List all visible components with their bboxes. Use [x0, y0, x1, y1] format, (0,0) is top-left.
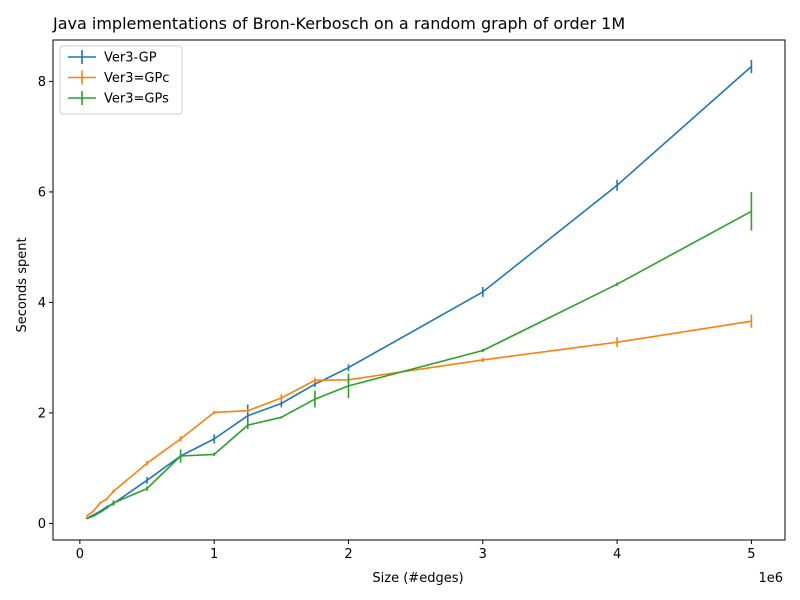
x-axis-label: Size (#edges)	[372, 571, 463, 586]
x-tick-label: 0	[76, 547, 84, 562]
legend-label: Ver3=GPs	[104, 92, 169, 107]
x-tick-label: 2	[344, 547, 352, 562]
y-tick-label: 2	[38, 406, 46, 421]
y-tick-label: 6	[38, 185, 46, 200]
legend-label: Ver3=GPc	[104, 71, 169, 86]
y-tick-label: 8	[38, 75, 46, 90]
x-tick-label: 4	[613, 547, 621, 562]
legend-label: Ver3-GP	[104, 51, 157, 66]
series-ver3-gpc	[85, 314, 753, 517]
x-axis: 0 1 2 3 4 5	[76, 540, 756, 562]
chart-title: Java implementations of Bron-Kerbosch on…	[52, 14, 625, 33]
legend: Ver3-GP Ver3=GPc Ver3=GPs	[59, 45, 183, 115]
y-tick-label: 0	[38, 517, 46, 532]
y-axis-label: Seconds spent	[15, 237, 30, 332]
plot-area	[85, 59, 753, 520]
y-axis: 0 2 4 6 8	[38, 75, 53, 532]
series-ver3-gps	[85, 191, 753, 520]
y-tick-label: 4	[38, 296, 46, 311]
x-tick-label: 3	[479, 547, 487, 562]
x-axis-offset-label: 1e6	[758, 571, 783, 586]
legend-box	[59, 45, 183, 115]
x-tick-label: 5	[747, 547, 755, 562]
axes-frame	[52, 39, 786, 541]
x-tick-label: 1	[210, 547, 218, 562]
